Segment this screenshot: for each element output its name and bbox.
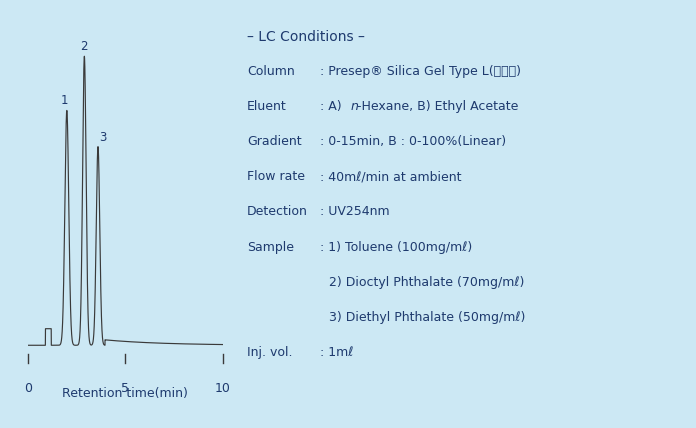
Text: 3) Diethyl Phthalate (50mg/mℓ): 3) Diethyl Phthalate (50mg/mℓ) [329,311,525,324]
Text: -Hexane, B) Ethyl Acetate: -Hexane, B) Ethyl Acetate [357,100,519,113]
Text: : Presep® Silica Gel Type L(破碗状): : Presep® Silica Gel Type L(破碗状) [320,65,521,78]
Text: Gradient: Gradient [247,135,301,148]
Text: Column: Column [247,65,295,78]
Text: 3: 3 [100,131,106,143]
Text: 1: 1 [61,95,68,107]
Text: : 0-15min, B : 0-100%(Linear): : 0-15min, B : 0-100%(Linear) [320,135,506,148]
Text: 2: 2 [81,40,88,53]
Text: Detection: Detection [247,205,308,218]
Text: : UV254nm: : UV254nm [320,205,390,218]
Text: : 1mℓ: : 1mℓ [320,346,354,359]
Text: Inj. vol.: Inj. vol. [247,346,292,359]
Text: 2) Dioctyl Phthalate (70mg/mℓ): 2) Dioctyl Phthalate (70mg/mℓ) [329,276,524,288]
Text: – LC Conditions –: – LC Conditions – [247,30,365,44]
Text: Sample: Sample [247,241,294,253]
Text: Retention time(min): Retention time(min) [63,387,188,401]
Text: n: n [350,100,358,113]
Text: Eluent: Eluent [247,100,287,113]
Text: : 1) Toluene (100mg/mℓ): : 1) Toluene (100mg/mℓ) [320,241,473,253]
Text: : 40mℓ/min at ambient: : 40mℓ/min at ambient [320,170,461,183]
Text: Flow rate: Flow rate [247,170,305,183]
Text: : A): : A) [320,100,346,113]
